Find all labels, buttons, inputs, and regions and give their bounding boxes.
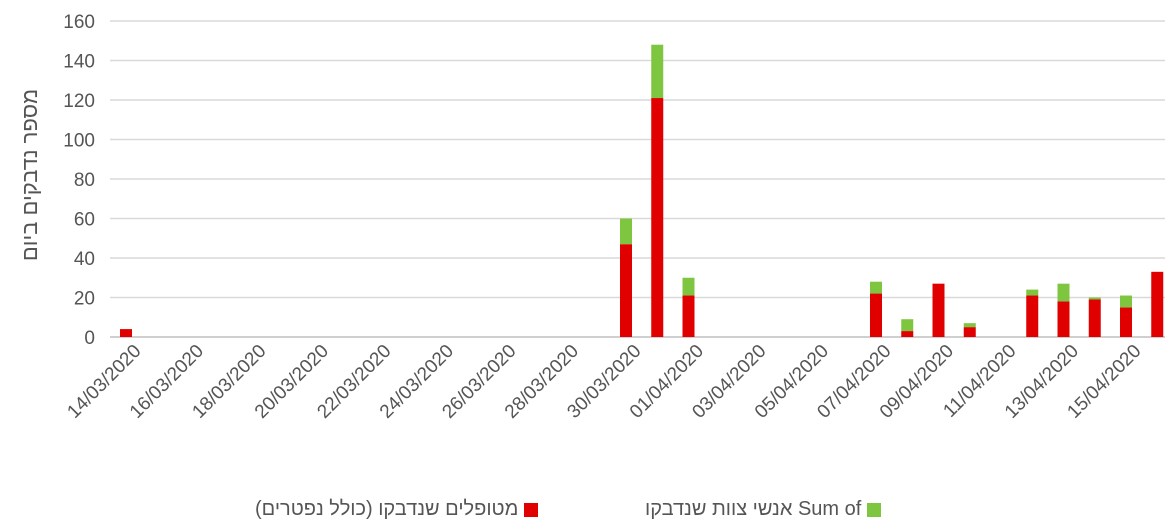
legend-label-patients: מטופלים שנדבקו (כולל נפטרים) [255,498,519,520]
y-axis-title: מספר נדבקים ביום [17,88,42,262]
legend: מטופלים שנדבקו (כולל נפטרים) Sum of אנשי… [0,498,1169,528]
bar-patients-10/04/2020 [963,327,976,337]
bar-patients-08/04/2020 [901,331,914,337]
y-tick-label: 0 [84,328,95,349]
gridlines [110,20,1165,338]
y-tick-label: 160 [63,12,95,33]
bar-staff-14/04/2020 [1088,297,1101,300]
bar-staff-07/04/2020 [870,281,882,294]
bar-staff-01/04/2020 [682,277,695,296]
bar-patients-15/04/2020 [1120,307,1132,337]
y-tick-label: 20 [74,289,95,310]
y-tick-label: 140 [63,52,95,73]
bar-staff-30/03/2020 [620,218,632,245]
y-tick-label: 40 [74,249,95,270]
bar-patients-14/04/2020 [1088,299,1101,337]
bar-patients-16/04/2020 [1151,271,1164,337]
bar-patients-01/04/2020 [682,295,695,337]
bar-staff-31/03/2020 [651,44,664,99]
bar-patients-31/03/2020 [651,98,664,338]
bar-patients-09/04/2020 [932,283,945,337]
y-axis-ticks: 0 20 40 60 80 100 120 140 160 [63,12,95,349]
bar-staff-12/04/2020 [1026,289,1039,296]
legend-swatch-red [524,502,539,517]
y-tick-label: 80 [74,170,95,191]
x-axis-ticks: 14/03/202016/03/202018/03/202020/03/2020… [63,341,1145,423]
bar-patients-07/04/2020 [870,293,882,337]
bar-staff-08/04/2020 [901,319,914,332]
bar-patients-12/04/2020 [1026,295,1039,337]
bar-staff-15/04/2020 [1120,295,1132,308]
stacked-bar-chart: 0 20 40 60 80 100 120 140 160 14/03/202016/03/20… [63,12,1165,423]
bar-patients-14/03/2020 [120,329,132,337]
y-tick-label: 120 [63,91,95,112]
legend-label-staff: Sum of אנשי צוות שנדבקו [645,498,862,520]
bar-patients-30/03/2020 [620,244,632,337]
bar-staff-10/04/2020 [963,323,976,328]
legend-swatch-green [867,502,882,517]
y-tick-label: 60 [74,210,95,231]
legend-item-staff: Sum of אנשי צוות שנדבקו [645,498,882,521]
bar-patients-13/04/2020 [1057,301,1070,337]
legend-item-patients: מטופלים שנדבקו (כולל נפטרים) [255,498,539,521]
bars [120,44,1164,338]
y-tick-label: 100 [63,131,95,152]
bar-staff-13/04/2020 [1057,283,1070,302]
